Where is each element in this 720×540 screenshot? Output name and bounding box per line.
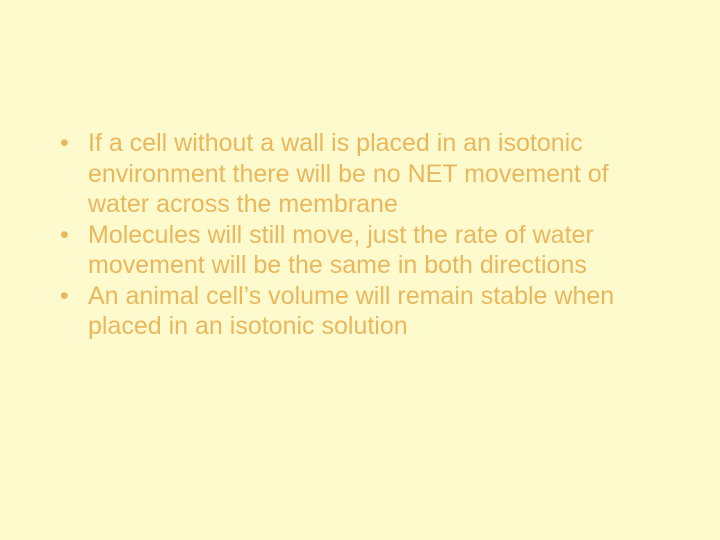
slide-content: If a cell without a wall is placed in an… [54,128,666,342]
list-item: An animal cell’s volume will remain stab… [54,281,666,342]
list-item: Molecules will still move, just the rate… [54,220,666,281]
bullet-list: If a cell without a wall is placed in an… [54,128,666,342]
slide: If a cell without a wall is placed in an… [0,0,720,540]
list-item: If a cell without a wall is placed in an… [54,128,666,220]
